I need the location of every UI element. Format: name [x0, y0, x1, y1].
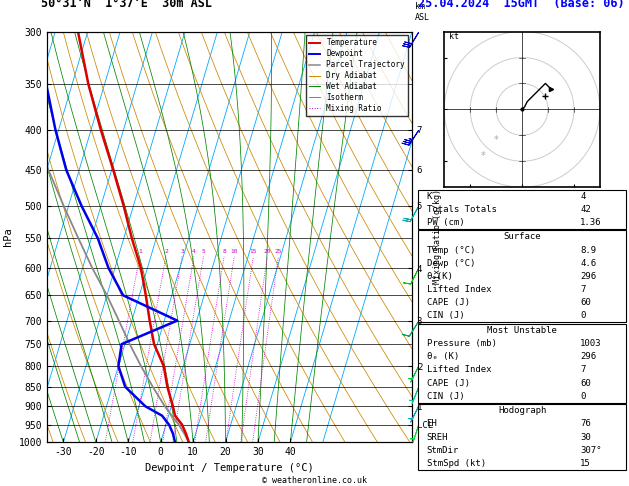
- Text: Most Unstable: Most Unstable: [487, 326, 557, 335]
- Text: 0: 0: [580, 392, 586, 400]
- Text: kt: kt: [450, 33, 460, 41]
- Text: Temp (°C): Temp (°C): [426, 245, 475, 255]
- Text: 3: 3: [180, 249, 184, 254]
- Text: 8.9: 8.9: [580, 245, 596, 255]
- Text: Hodograph: Hodograph: [498, 406, 546, 415]
- Text: 0: 0: [580, 312, 586, 320]
- Text: StmDir: StmDir: [426, 446, 459, 455]
- Text: 8: 8: [222, 249, 226, 254]
- Text: Pressure (mb): Pressure (mb): [426, 339, 496, 348]
- Text: 15: 15: [250, 249, 257, 254]
- Text: 296: 296: [580, 352, 596, 361]
- Text: K: K: [426, 191, 432, 201]
- Text: Lifted Index: Lifted Index: [426, 365, 491, 374]
- Text: 25: 25: [275, 249, 282, 254]
- Text: 4: 4: [192, 249, 196, 254]
- Text: *: *: [481, 151, 486, 161]
- Text: 1.36: 1.36: [580, 218, 602, 227]
- Text: 296: 296: [580, 272, 596, 281]
- Text: 60: 60: [580, 379, 591, 387]
- Text: 1003: 1003: [580, 339, 602, 348]
- Text: 25.04.2024  15GMT  (Base: 06): 25.04.2024 15GMT (Base: 06): [418, 0, 625, 10]
- Text: Mixing Ratio (g/kg): Mixing Ratio (g/kg): [433, 190, 442, 284]
- Text: 2: 2: [164, 249, 168, 254]
- Text: CAPE (J): CAPE (J): [426, 298, 470, 307]
- Text: 307°: 307°: [580, 446, 602, 455]
- Text: θₑ(K): θₑ(K): [426, 272, 454, 281]
- Text: StmSpd (kt): StmSpd (kt): [426, 459, 486, 468]
- Text: *: *: [494, 136, 499, 145]
- Text: 30: 30: [580, 433, 591, 442]
- Text: CAPE (J): CAPE (J): [426, 379, 470, 387]
- Text: 4.6: 4.6: [580, 259, 596, 268]
- Text: Lifted Index: Lifted Index: [426, 285, 491, 294]
- Text: θₑ (K): θₑ (K): [426, 352, 459, 361]
- Y-axis label: hPa: hPa: [3, 227, 13, 246]
- Text: 42: 42: [580, 205, 591, 214]
- Text: Dewp (°C): Dewp (°C): [426, 259, 475, 268]
- Text: 4: 4: [580, 191, 586, 201]
- Text: 1: 1: [138, 249, 142, 254]
- Text: SREH: SREH: [426, 433, 448, 442]
- Text: 50°31'N  1°37'E  30m ASL: 50°31'N 1°37'E 30m ASL: [41, 0, 212, 10]
- Text: 76: 76: [580, 419, 591, 428]
- Text: PW (cm): PW (cm): [426, 218, 464, 227]
- Text: 10: 10: [231, 249, 238, 254]
- Text: 60: 60: [580, 298, 591, 307]
- X-axis label: Dewpoint / Temperature (°C): Dewpoint / Temperature (°C): [145, 463, 314, 473]
- Text: © weatheronline.co.uk: © weatheronline.co.uk: [262, 476, 367, 485]
- Text: CIN (J): CIN (J): [426, 312, 464, 320]
- Legend: Temperature, Dewpoint, Parcel Trajectory, Dry Adiabat, Wet Adiabat, Isotherm, Mi: Temperature, Dewpoint, Parcel Trajectory…: [306, 35, 408, 116]
- Text: 15: 15: [580, 459, 591, 468]
- Text: km
ASL: km ASL: [415, 2, 430, 22]
- Text: 5: 5: [201, 249, 205, 254]
- Text: Totals Totals: Totals Totals: [426, 205, 496, 214]
- Text: 7: 7: [580, 285, 586, 294]
- Text: 20: 20: [264, 249, 271, 254]
- Text: EH: EH: [426, 419, 437, 428]
- Text: 7: 7: [580, 365, 586, 374]
- Text: Surface: Surface: [503, 232, 541, 242]
- Text: CIN (J): CIN (J): [426, 392, 464, 400]
